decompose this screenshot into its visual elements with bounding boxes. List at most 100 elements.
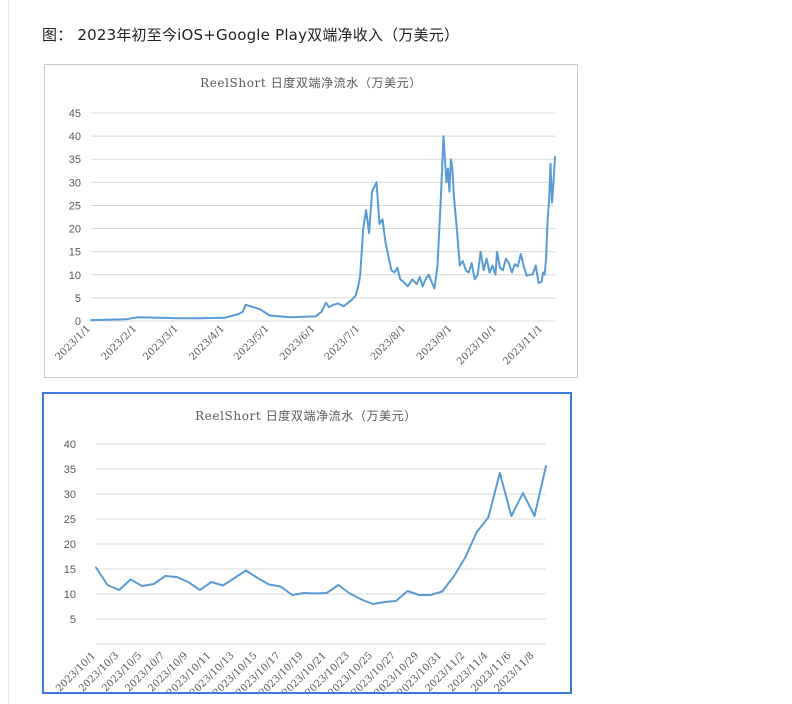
figure-caption: 图： 2023年初至今iOS+Google Play双端净收入（万美元） — [42, 26, 460, 44]
data-point — [399, 278, 401, 280]
data-point — [244, 304, 246, 306]
data-point — [451, 167, 453, 169]
y-tick-label: 25 — [64, 514, 76, 526]
data-point — [349, 592, 351, 594]
data-point — [551, 201, 553, 203]
data-point — [523, 265, 525, 267]
data-point — [450, 158, 452, 160]
y-tick-label: 20 — [69, 224, 81, 236]
data-point — [448, 190, 450, 192]
data-point — [465, 269, 467, 271]
data-point — [256, 577, 258, 579]
data-point — [332, 304, 334, 306]
x-tick-label: 2023/5/1 — [232, 323, 272, 363]
x-tick-label: 2023/7/1 — [323, 323, 363, 363]
data-point — [362, 227, 364, 229]
data-point — [279, 585, 281, 587]
data-point — [494, 274, 496, 276]
data-point — [152, 583, 154, 585]
data-point — [129, 578, 131, 580]
data-point — [505, 257, 507, 259]
data-point — [462, 260, 464, 262]
data-point — [252, 306, 254, 308]
y-tick-label: 40 — [69, 131, 81, 143]
data-point — [233, 577, 235, 579]
data-point — [411, 278, 413, 280]
data-point — [436, 264, 438, 266]
y-tick-label: 0 — [75, 316, 81, 328]
data-point — [502, 269, 504, 271]
data-point — [371, 190, 373, 192]
data-point — [468, 271, 470, 273]
y-tick-label: 10 — [69, 270, 81, 282]
left-margin-rule — [8, 0, 9, 704]
data-point — [176, 576, 178, 578]
data-point — [476, 274, 478, 276]
data-point — [407, 285, 409, 287]
data-point — [328, 306, 330, 308]
data-point — [198, 317, 200, 319]
data-point — [508, 262, 510, 264]
data-point — [222, 584, 224, 586]
x-tick-label: 2023/3/1 — [141, 323, 181, 363]
data-point — [387, 255, 389, 257]
y-tick-label: 30 — [64, 489, 76, 501]
data-point — [378, 223, 380, 225]
data-point — [487, 516, 489, 518]
data-point — [343, 305, 345, 307]
data-point — [456, 227, 458, 229]
chart-oct-nov: ReelShort 日度双端净流水（万美元）510152025303540202… — [54, 408, 547, 692]
data-point — [546, 218, 548, 220]
data-point — [471, 262, 473, 264]
data-point — [552, 181, 554, 183]
data-point — [531, 273, 533, 275]
data-point — [499, 267, 501, 269]
data-point — [479, 250, 481, 252]
data-point — [543, 274, 545, 276]
x-tick-label: 2023/8/1 — [369, 323, 409, 363]
data-point — [314, 592, 316, 594]
data-point — [141, 585, 143, 587]
data-point — [517, 265, 519, 267]
data-point — [499, 472, 501, 474]
data-point — [464, 556, 466, 558]
data-point — [548, 200, 550, 202]
data-point — [357, 283, 359, 285]
data-point — [442, 135, 444, 137]
chart-title: ReelShort 日度双端净流水（万美元） — [200, 75, 422, 90]
y-tick-label: 35 — [69, 154, 81, 166]
data-point — [459, 264, 461, 266]
data-point — [522, 492, 524, 494]
x-tick-label: 2023/9/1 — [415, 323, 455, 363]
data-point — [372, 603, 374, 605]
data-point — [433, 287, 435, 289]
data-point — [365, 209, 367, 211]
data-point — [549, 163, 551, 165]
chart-image-ytd[interactable]: ReelShort 日度双端净流水（万美元） 0 5 10 15 20 25 30 35 40 45… — [44, 64, 578, 378]
data-point — [542, 271, 544, 273]
data-point — [537, 282, 539, 284]
chart-image-oct-nov[interactable]: ReelShort 日度双端净流水（万美元） 5 10 15 20 25 30 35 40 202… — [42, 392, 572, 694]
y-tick-label: 15 — [69, 247, 81, 259]
data-point — [325, 301, 327, 303]
data-point — [302, 592, 304, 594]
data-point — [473, 278, 475, 280]
data-point — [118, 589, 120, 591]
data-point — [268, 314, 270, 316]
data-point — [485, 257, 487, 259]
data-point — [441, 590, 443, 592]
data-point — [375, 181, 377, 183]
data-point — [445, 181, 447, 183]
data-point — [355, 294, 357, 296]
data-point — [511, 271, 513, 273]
data-point — [447, 167, 449, 169]
data-point — [427, 274, 429, 276]
y-tick-label: 20 — [64, 539, 76, 551]
series-line — [95, 465, 547, 605]
data-point — [320, 311, 322, 313]
x-tick-label: 2023/6/1 — [278, 323, 318, 363]
chart-ytd: ReelShort 日度双端净流水（万美元） 0 5 10 15 20 25 30 35 40 45… — [54, 75, 556, 367]
data-point — [439, 204, 441, 206]
data-point — [210, 581, 212, 583]
x-tick-label: 2023/2/1 — [100, 323, 140, 363]
